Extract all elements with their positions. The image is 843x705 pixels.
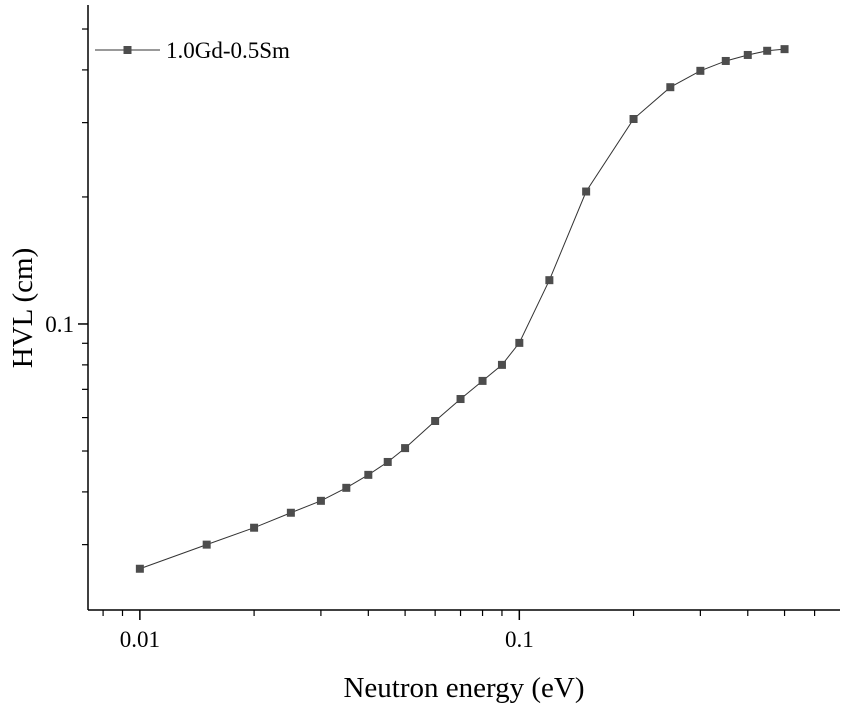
- data-point: [721, 56, 730, 65]
- data-point: [515, 338, 524, 347]
- data-point: [497, 360, 506, 369]
- data-point: [364, 470, 373, 479]
- data-point: [250, 523, 259, 532]
- data-point: [478, 376, 487, 385]
- data-point: [666, 83, 675, 92]
- y-tick-label: 0.1: [45, 312, 74, 337]
- data-point: [286, 508, 295, 517]
- data-point: [456, 395, 465, 404]
- x-axis-label: Neutron energy (eV): [343, 672, 584, 704]
- data-point: [582, 187, 591, 196]
- legend-label: 1.0Gd-0.5Sm: [166, 38, 290, 63]
- data-point: [383, 457, 392, 466]
- data-point: [780, 45, 789, 54]
- data-point: [763, 46, 772, 55]
- data-point: [431, 416, 440, 425]
- legend-marker: [123, 46, 132, 54]
- data-point: [401, 444, 410, 453]
- data-point: [743, 50, 752, 59]
- y-axis-label: HVL (cm): [7, 248, 39, 369]
- x-tick-label: 0.1: [505, 627, 534, 652]
- data-point: [696, 66, 705, 75]
- data-point: [545, 276, 554, 285]
- x-tick-label: 0.01: [120, 627, 160, 652]
- data-point: [135, 564, 144, 573]
- data-point: [629, 115, 638, 124]
- data-point: [202, 540, 211, 549]
- data-point: [342, 483, 351, 492]
- data-point: [316, 496, 325, 505]
- series-line: [139, 48, 785, 570]
